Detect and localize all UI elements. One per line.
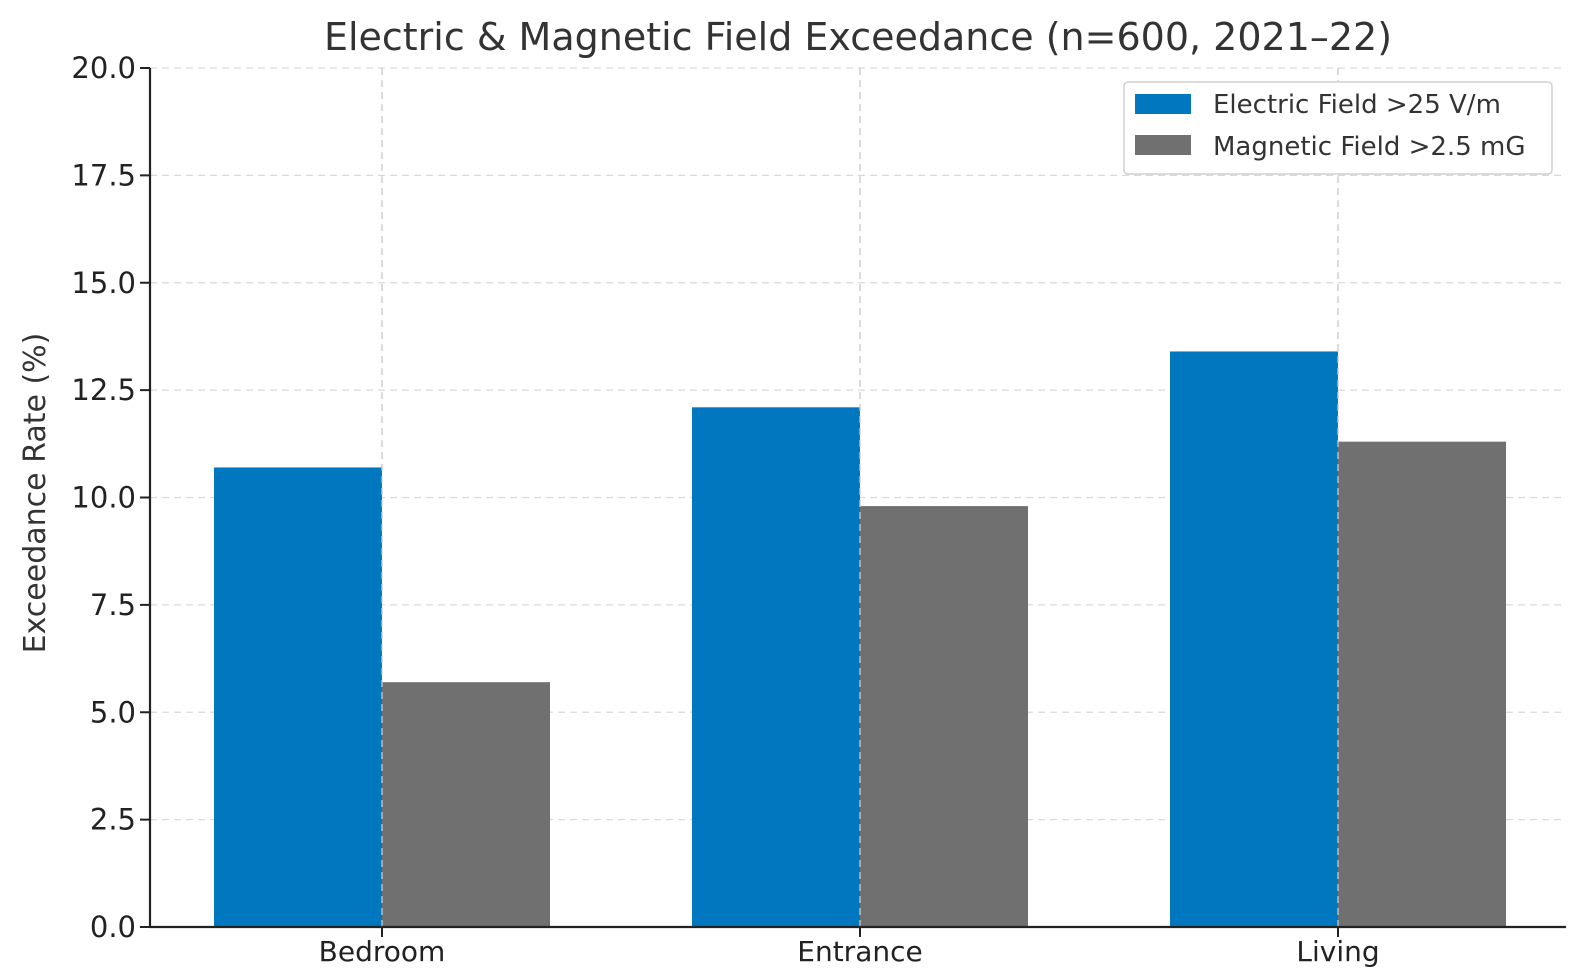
legend-label-magnetic: Magnetic Field >2.5 mG: [1213, 132, 1525, 162]
legend-label-electric: Electric Field >25 V/m: [1213, 90, 1501, 120]
x-tick-label-bedroom: Bedroom: [319, 935, 446, 968]
bar-entrance-magnetic: [860, 506, 1028, 927]
y-tick-label: 0.0: [90, 910, 136, 944]
bars: [214, 351, 1506, 928]
legend-swatch-electric: [1135, 94, 1191, 114]
bar-living-electric: [1170, 351, 1338, 928]
bar-entrance-electric: [692, 407, 860, 927]
y-tick-label: 2.5: [90, 803, 136, 837]
y-axis-label: Exceedance Rate (%): [18, 333, 53, 654]
y-tick-label: 20.0: [71, 51, 136, 85]
bar-living-magnetic: [1338, 441, 1506, 927]
y-tick-label: 7.5: [90, 588, 136, 622]
y-ticks: 0.0 2.5 5.0 7.5 10.0 12.5 15.0 17.5 20.0: [71, 51, 150, 944]
legend-swatch-magnetic: [1135, 135, 1191, 155]
y-tick-label: 17.5: [71, 158, 136, 192]
y-tick-label: 12.5: [71, 373, 136, 407]
x-tick-labels: Bedroom Entrance Living: [319, 927, 1380, 968]
chart-title: Electric & Magnetic Field Exceedance (n=…: [324, 15, 1392, 59]
legend-box: [1123, 81, 1553, 175]
y-tick-label: 15.0: [71, 266, 136, 300]
x-tick-label-entrance: Entrance: [797, 935, 922, 968]
y-tick-label: 10.0: [71, 481, 136, 515]
x-tick-label-living: Living: [1296, 935, 1379, 968]
legend: Electric Field >25 V/m Magnetic Field >2…: [1123, 81, 1553, 175]
y-tick-label: 5.0: [90, 695, 136, 729]
bar-bedroom-magnetic: [382, 682, 550, 927]
bar-bedroom-electric: [214, 467, 382, 927]
